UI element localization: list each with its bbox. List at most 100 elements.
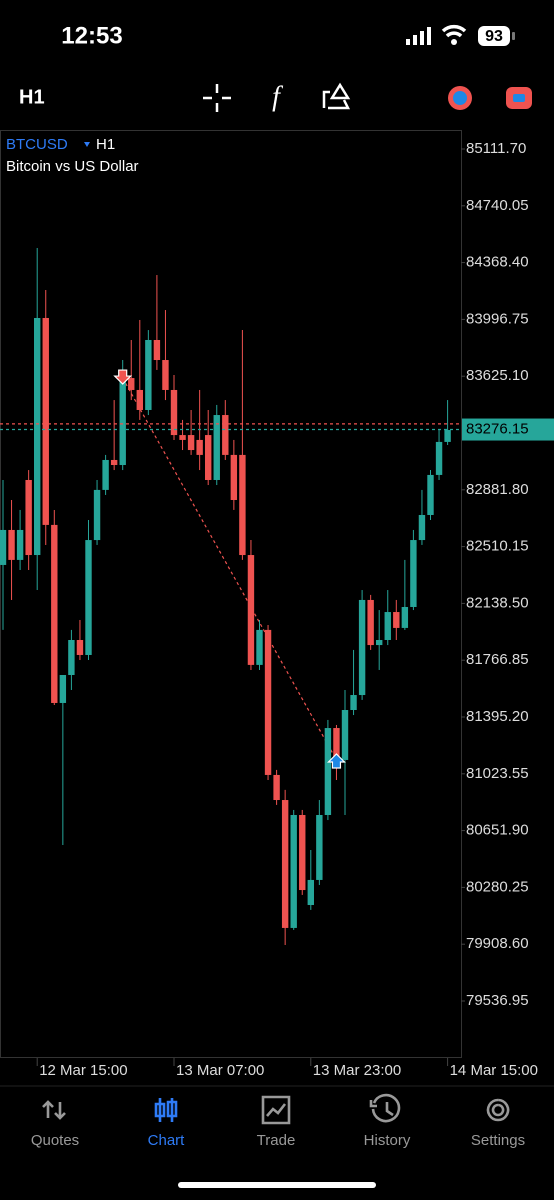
candle-body	[290, 814, 297, 928]
candle-body	[307, 879, 314, 906]
chart-frame	[0, 130, 462, 1058]
battery-tip	[512, 32, 515, 40]
candle-body	[256, 629, 263, 665]
wifi-icon	[441, 24, 467, 38]
candle-body	[324, 728, 332, 815]
candle-body	[205, 435, 212, 480]
candle-body	[51, 524, 58, 703]
y-tick-label: 80651.90	[466, 822, 529, 839]
y-tick-label: 79536.95	[466, 992, 529, 1009]
candle-body	[367, 599, 374, 646]
candle-body	[136, 389, 143, 410]
y-tick-label: 80280.25	[466, 878, 529, 895]
x-tick-label: 13 Mar 23:00	[313, 1062, 401, 1079]
home-indicator	[178, 1182, 376, 1188]
candle-body	[230, 454, 238, 501]
candle-body	[85, 540, 92, 655]
candle-body	[239, 454, 246, 556]
crosshair-button[interactable]	[203, 84, 231, 112]
timeframe-button[interactable]: H1	[19, 86, 45, 108]
candle-body	[384, 612, 391, 641]
candle-body	[0, 529, 7, 565]
y-tick-label: 85111.70	[466, 140, 526, 157]
objects-button[interactable]	[322, 82, 351, 110]
tab-label[interactable]: Quotes	[31, 1132, 79, 1149]
wifi-dot	[451, 39, 457, 45]
candle-body	[264, 629, 272, 775]
plot: 85111.70 84740.05 84368.40 83996.75 83625.10…	[0, 140, 554, 1079]
candle-body	[42, 317, 49, 525]
candle-body	[316, 814, 323, 880]
candle-body	[93, 489, 101, 541]
candle-body	[299, 814, 306, 891]
chart-timeframe: H1	[96, 136, 115, 153]
y-tick-label: 82138.50	[466, 594, 529, 611]
current-price: 83276.15	[466, 420, 529, 437]
candle-body	[341, 710, 349, 760]
y-tick-label: 82881.80	[466, 481, 529, 498]
candle-body	[162, 360, 169, 390]
symbol-dropdown[interactable]	[84, 142, 90, 147]
candle-body	[247, 555, 255, 665]
candle-body	[444, 430, 451, 442]
signal-icon	[406, 27, 431, 45]
y-tick-label: 81023.55	[466, 765, 529, 782]
candle-body	[281, 800, 289, 928]
candle-body	[170, 389, 178, 436]
candle-body	[273, 774, 280, 801]
tab-label[interactable]: Chart	[148, 1132, 186, 1149]
x-tick-label: 12 Mar 15:00	[39, 1062, 127, 1079]
candle-body	[102, 459, 109, 490]
candle-body	[119, 378, 126, 466]
candle-body	[222, 415, 229, 455]
tab-label[interactable]: Trade	[257, 1132, 296, 1149]
symbol-description: Bitcoin vs US Dollar	[6, 158, 139, 175]
candle-body	[59, 675, 67, 703]
y-tick-label: 83996.75	[466, 310, 529, 327]
tab-icon[interactable]	[369, 1093, 401, 1123]
indicators-button[interactable]: f	[272, 81, 283, 112]
trade-connector	[122, 377, 337, 761]
candle-body	[76, 640, 84, 655]
candle-body	[333, 728, 340, 760]
y-tick-label: 82510.15	[466, 538, 529, 555]
candle-body	[376, 640, 383, 646]
trade-marker	[113, 369, 133, 385]
battery-icon	[478, 26, 510, 46]
y-tick-label: 81395.20	[466, 708, 529, 725]
candle-body	[128, 378, 135, 390]
trade-marker	[327, 753, 346, 769]
y-tick-label: 84740.05	[466, 197, 529, 214]
y-tick-label: 84368.40	[466, 254, 529, 271]
candle-body	[427, 474, 434, 515]
y-tick-label: 81766.85	[466, 651, 529, 668]
symbol[interactable]: BTCUSD	[6, 136, 68, 153]
candle-body	[410, 540, 417, 607]
tab-icon[interactable]	[261, 1095, 291, 1125]
status-time: 12:53	[61, 22, 122, 49]
candle-body	[153, 339, 161, 361]
candle-body	[401, 606, 409, 628]
y-tick-label: 79908.60	[466, 935, 529, 952]
tab-icon[interactable]	[486, 1098, 510, 1122]
price-label-bg	[462, 418, 554, 441]
y-tick-label: 83625.10	[466, 367, 529, 384]
candle-body	[213, 415, 220, 480]
candle-body	[16, 529, 24, 560]
tab-icon[interactable]	[42, 1100, 66, 1120]
candle-body	[179, 435, 186, 440]
tab-bar: Quotes Chart Trade History Settings	[31, 1093, 525, 1149]
candle-body	[187, 435, 195, 451]
tab-icon[interactable]	[154, 1098, 178, 1122]
battery-level: 93	[485, 28, 503, 45]
candle-body	[34, 317, 41, 556]
candle-body	[110, 459, 118, 466]
candle-body	[25, 479, 32, 556]
candle-body	[418, 514, 426, 541]
x-tick-label: 14 Mar 15:00	[450, 1062, 538, 1079]
x-tick-label: 13 Mar 07:00	[176, 1062, 264, 1079]
tab-label[interactable]: History	[364, 1132, 411, 1149]
candle-body	[8, 529, 15, 560]
tab-label[interactable]: Settings	[471, 1132, 525, 1149]
